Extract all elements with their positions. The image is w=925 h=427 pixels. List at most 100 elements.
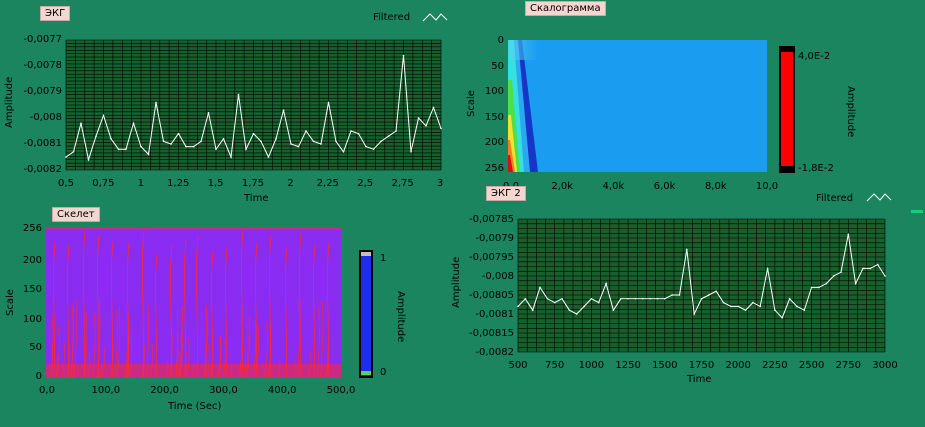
ekg-data-point	[222, 138, 225, 140]
ekg-data-point	[267, 156, 270, 158]
ekg-data-point	[305, 130, 307, 132]
ekg-data-point	[320, 143, 322, 145]
skeleton-dense-band	[46, 364, 341, 378]
ekg2-ytick: -0,00805	[469, 290, 514, 301]
ekg-data-point	[125, 148, 127, 150]
ekg-data-point	[65, 156, 67, 158]
ekg2-data-point	[561, 298, 563, 300]
ekg-data-point	[282, 109, 285, 111]
ekg-data-point	[342, 151, 345, 153]
ekg2-xtick: 1500	[652, 360, 678, 371]
ekg2-data-point	[539, 286, 541, 289]
ekg-data-point	[387, 135, 390, 137]
scalogram-background	[508, 40, 767, 172]
skeleton-ytick: 150	[22, 284, 42, 295]
ekg-data-point	[395, 130, 397, 132]
ekg-data-point	[297, 145, 300, 148]
ekg-ytick: -0,0077	[23, 34, 62, 45]
ekg2-xtick: 500	[508, 360, 528, 371]
ekg-plot-area[interactable]	[65, 39, 442, 171]
ekg2-cursor-marker[interactable]	[911, 210, 923, 213]
ekg2-data-point	[752, 301, 754, 304]
ekg-data-point	[207, 112, 210, 114]
skeleton-ridge-line	[313, 244, 316, 379]
ekg-data-point	[290, 143, 292, 145]
ekg-data-point	[275, 138, 277, 140]
ekg-xtick: 0,75	[92, 178, 115, 189]
ekg2-xtick: 750	[545, 360, 565, 371]
ekg-data-point	[170, 143, 172, 145]
ekg-data-point	[365, 145, 367, 148]
scalogram-colorbar[interactable]	[779, 46, 795, 173]
ekg2-xtick: 3000	[872, 360, 898, 371]
skeleton-ridge-line	[141, 230, 145, 379]
scalogram-colorbar-top: 4,0E-2	[798, 51, 831, 62]
ekg2-data-point	[730, 305, 732, 308]
ekg2-ytick: -0,0082	[475, 347, 514, 358]
skeleton-ytick: 200	[22, 255, 42, 266]
ekg-title: ЭКГ	[40, 6, 71, 21]
skeleton-xtick: 200,0	[150, 385, 179, 396]
ekg2-ytick: -0,00795	[469, 252, 514, 263]
ekg-data-point	[110, 138, 112, 140]
ekg2-data-point	[531, 309, 534, 311]
ekg2-ytick: -0,00815	[469, 328, 514, 339]
skeleton-colorbar[interactable]	[359, 250, 373, 378]
ekg-data-point	[147, 153, 150, 156]
scalogram-xtick: 6,0k	[653, 181, 676, 192]
ekg-data-point	[372, 148, 375, 150]
skeleton-ridge-line	[184, 240, 187, 379]
scalogram-ytick: 0	[497, 35, 504, 46]
skeleton-ridge-line	[211, 251, 214, 379]
ekg-data-point	[327, 101, 330, 104]
ekg-xtick: 2,75	[391, 178, 414, 189]
ekg-xtick: 1	[137, 178, 144, 189]
ekg-data-point	[350, 130, 352, 132]
ekg2-data-point	[825, 282, 828, 285]
skeleton-ytick: 50	[29, 342, 42, 353]
skeleton-colorbar-label: Amplitude	[395, 291, 406, 343]
ekg2-data-point	[884, 275, 886, 277]
ekg2-xtick: 1750	[688, 360, 715, 371]
ekg-data-point	[132, 122, 135, 124]
ekg2-data-point	[759, 305, 761, 308]
scalogram-fade	[510, 40, 538, 60]
ekg2-data-point	[575, 313, 578, 315]
ekg-data-point	[80, 122, 82, 124]
skeleton-ytick: 256	[22, 223, 42, 234]
ekg2-data-point	[524, 298, 527, 300]
ekg2-data-point	[678, 294, 681, 296]
ekg2-data-point	[862, 267, 864, 270]
ekg-data-point	[140, 145, 142, 148]
ekg2-data-point	[832, 275, 835, 277]
ekg2-xtick: 1000	[578, 360, 605, 371]
scalogram-ytick: 150	[484, 111, 504, 123]
ekg2-data-point	[854, 282, 857, 285]
skeleton-ridge-line	[97, 235, 100, 379]
ekg-data-point	[245, 148, 247, 150]
ekg2-data-point	[568, 309, 571, 311]
ekg-legend-icon[interactable]	[421, 10, 449, 24]
ekg2-data-point	[774, 309, 776, 311]
skeleton-ridge-line	[53, 242, 56, 379]
scalogram-colorbar-bottom: -1,8E-2	[798, 163, 834, 174]
ekg-data-point	[402, 54, 405, 57]
ekg2-plot-area[interactable]	[517, 218, 886, 353]
skeleton-ytick: 0	[35, 371, 42, 382]
scalogram-image[interactable]	[508, 40, 767, 172]
ekg2-data-point	[642, 298, 644, 300]
ekg2-legend-icon[interactable]	[865, 190, 893, 204]
ekg2-data-point	[737, 305, 739, 308]
ekg-data-point	[417, 117, 420, 119]
skeleton-image[interactable]	[46, 228, 341, 379]
ekg2-data-point	[693, 313, 695, 315]
skeleton-ridge-line	[285, 248, 288, 379]
ekg-data-point	[335, 140, 337, 143]
ekg2-data-point	[590, 298, 593, 300]
skeleton-ridge-line	[225, 247, 228, 379]
ekg-data-point	[200, 140, 202, 143]
skeleton-xtick: 500,0	[326, 385, 356, 396]
ekg2-xlabel: Time	[687, 374, 712, 385]
ekg2-data-point	[671, 294, 673, 296]
skeleton-ridge-line	[327, 242, 330, 379]
